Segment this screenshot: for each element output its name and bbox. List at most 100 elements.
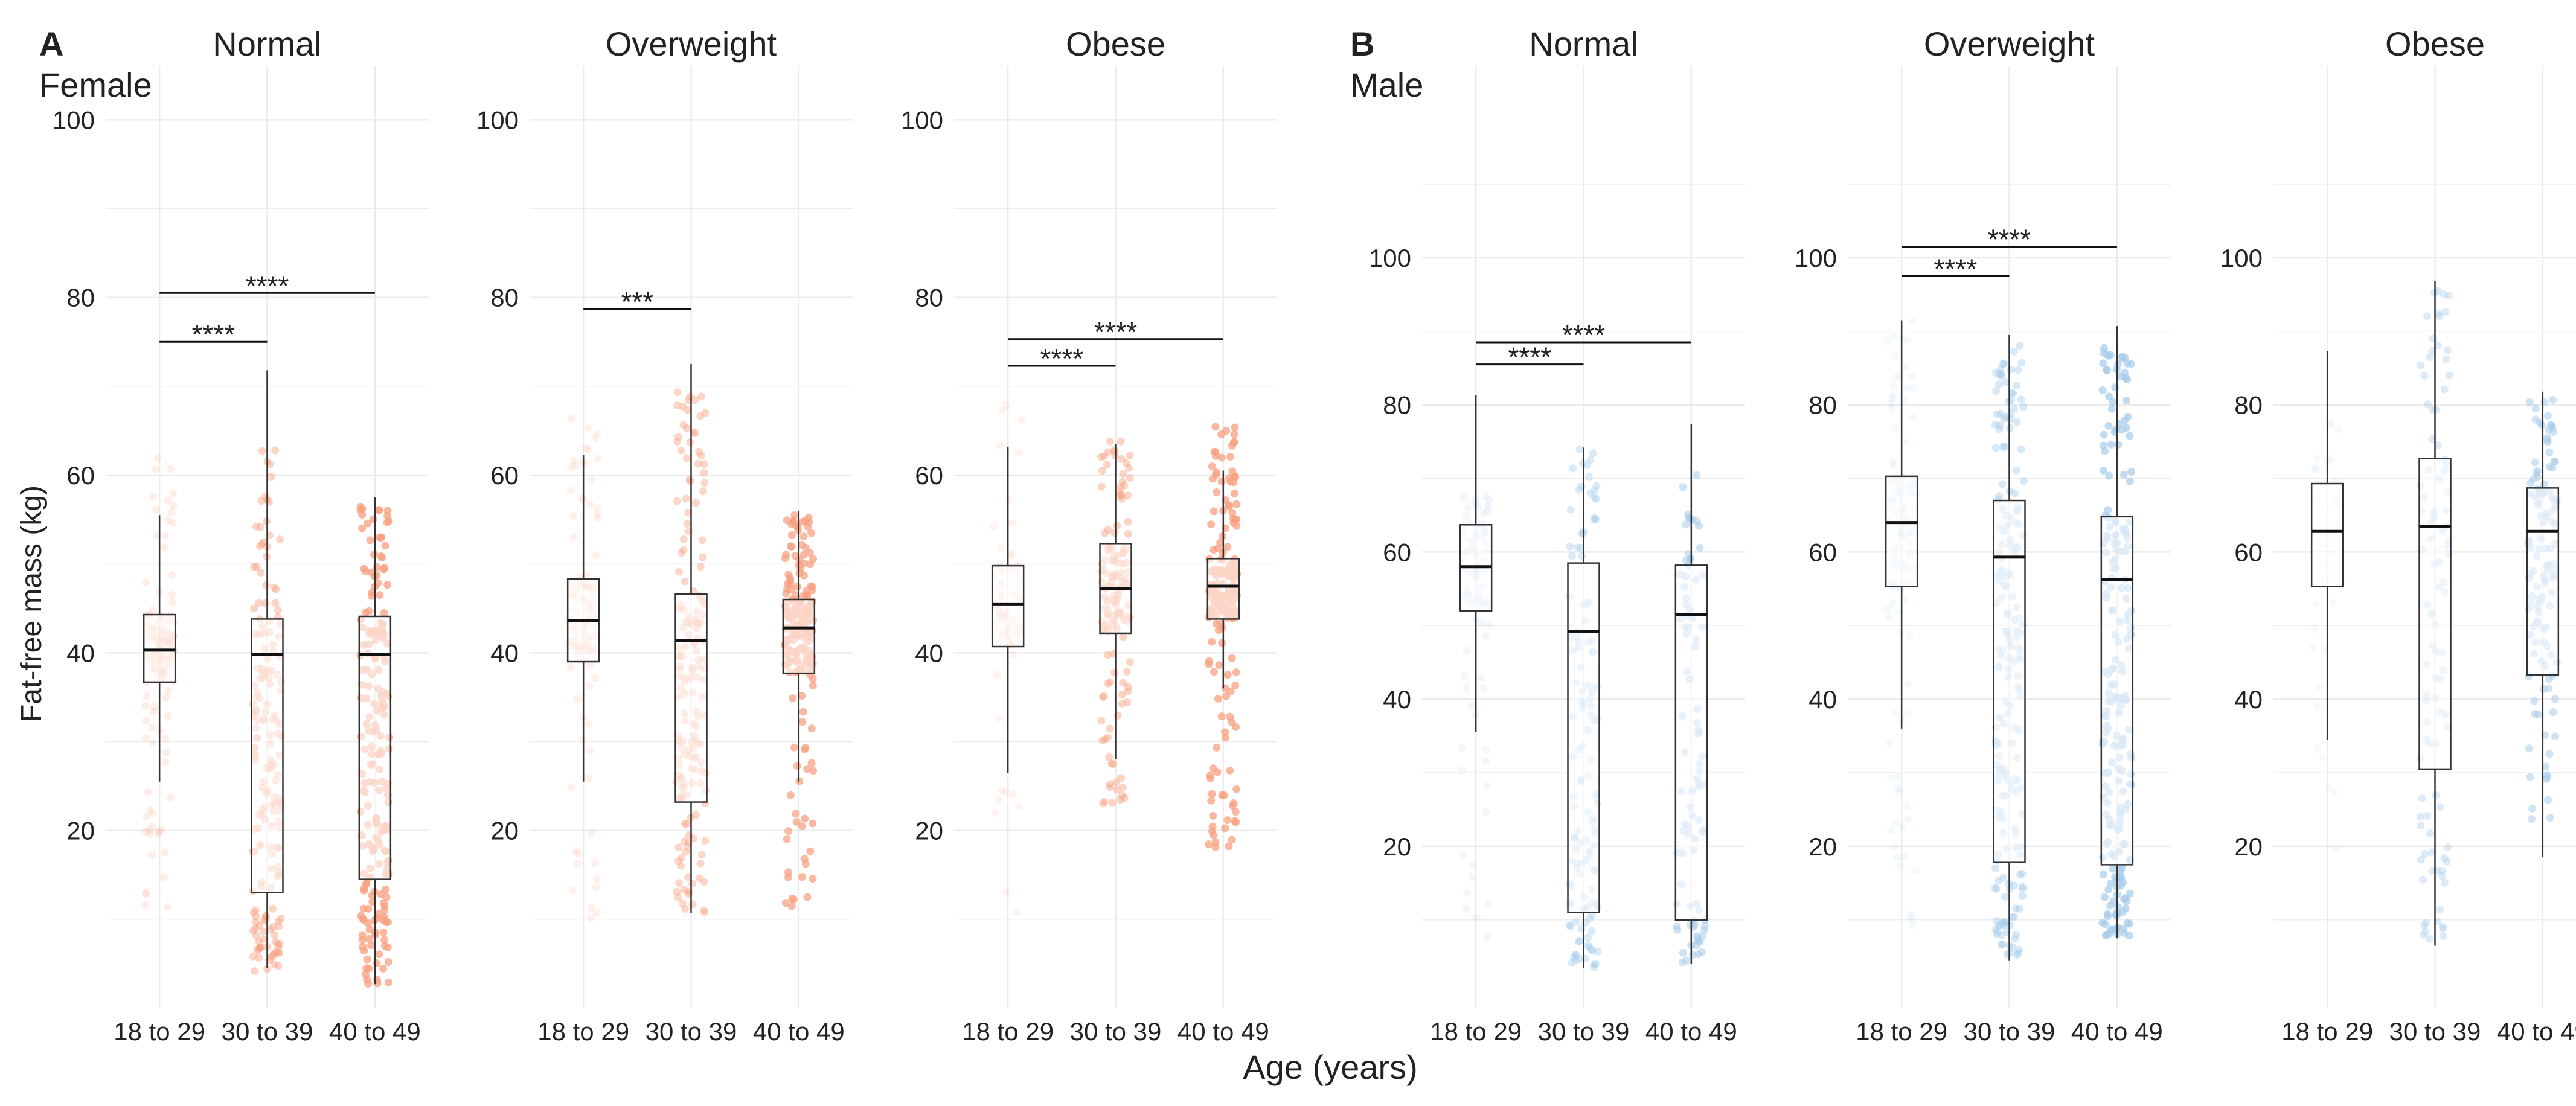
- data-point: [1117, 774, 1126, 782]
- data-point: [782, 551, 790, 559]
- data-point: [2433, 441, 2442, 450]
- data-point: [380, 609, 388, 617]
- data-point: [701, 837, 710, 845]
- data-point: [681, 905, 689, 913]
- data-point: [696, 412, 705, 420]
- data-point: [151, 465, 159, 474]
- data-point: [2099, 870, 2107, 878]
- data-point: [381, 542, 389, 550]
- data-point: [1098, 467, 1106, 475]
- data-point: [1119, 633, 1127, 641]
- data-point: [168, 590, 176, 599]
- data-point: [1213, 488, 1221, 497]
- data-point: [808, 583, 816, 591]
- data-point: [1902, 383, 1911, 392]
- data-point: [993, 670, 1001, 679]
- data-point: [1100, 798, 1109, 806]
- data-point: [2551, 732, 2560, 741]
- data-point: [1575, 937, 1584, 945]
- data-point: [572, 847, 580, 855]
- data-point: [141, 888, 150, 897]
- data-point: [585, 424, 593, 432]
- data-point: [1998, 480, 2007, 488]
- data-point: [1008, 551, 1017, 560]
- data-point: [1482, 808, 1490, 816]
- data-point: [1118, 699, 1126, 708]
- data-point: [2420, 921, 2429, 930]
- data-point: [1996, 421, 2004, 429]
- y-tick-label: 100: [2220, 244, 2263, 272]
- data-point: [141, 702, 150, 710]
- data-point: [1885, 613, 1893, 622]
- x-tick-label: 40 to 49: [2497, 1017, 2576, 1046]
- data-point: [809, 767, 818, 775]
- data-point: [571, 462, 579, 470]
- data-point: [1231, 681, 1240, 689]
- data-point: [791, 591, 799, 599]
- data-point: [2099, 467, 2107, 475]
- data-point: [1693, 471, 1701, 479]
- data-point: [2418, 794, 2426, 802]
- data-point: [1572, 918, 1580, 926]
- data-point: [1009, 651, 1017, 659]
- data-point: [2324, 458, 2333, 466]
- data-point: [684, 873, 692, 881]
- data-point: [1999, 918, 2008, 926]
- data-point: [164, 687, 173, 695]
- data-point: [784, 827, 793, 836]
- data-point: [803, 765, 812, 773]
- data-point: [2126, 477, 2134, 485]
- data-point: [2320, 645, 2328, 654]
- data-point: [252, 932, 260, 940]
- data-point: [1217, 430, 1226, 439]
- data-point: [376, 533, 384, 542]
- data-point: [1572, 956, 1580, 965]
- data-point: [674, 433, 682, 441]
- data-point: [167, 465, 175, 473]
- data-point: [2014, 366, 2022, 374]
- data-point: [1208, 638, 1216, 646]
- data-point: [1231, 817, 1239, 825]
- data-point: [1568, 959, 1576, 967]
- data-point: [275, 948, 283, 957]
- data-point: [369, 515, 377, 523]
- data-point: [380, 902, 389, 910]
- data-point: [161, 532, 169, 540]
- data-point: [2011, 935, 2019, 943]
- data-point: [144, 788, 152, 796]
- data-point: [2113, 903, 2122, 911]
- data-point: [2103, 910, 2112, 918]
- data-point: [1700, 926, 1709, 935]
- data-point: [1902, 802, 1911, 811]
- data-point: [585, 661, 594, 670]
- data-point: [1996, 409, 2005, 418]
- data-point: [1899, 823, 1908, 831]
- data-point: [1995, 369, 2004, 378]
- data-point: [1097, 453, 1106, 461]
- data-point: [152, 506, 161, 514]
- data-point: [1223, 816, 1232, 825]
- data-point: [1116, 491, 1124, 500]
- data-point: [592, 551, 600, 560]
- data-point: [1001, 787, 1010, 796]
- data-point: [161, 758, 170, 767]
- y-tick-label: 40: [915, 639, 943, 667]
- data-point: [2312, 465, 2320, 474]
- data-point: [1693, 935, 1702, 943]
- data-point: [259, 927, 268, 936]
- data-point: [688, 900, 697, 909]
- data-point: [793, 762, 801, 770]
- y-tick-label: 40: [490, 639, 519, 667]
- data-point: [1206, 774, 1215, 782]
- data-point: [1210, 668, 1218, 676]
- x-tick-label: 40 to 49: [753, 1017, 845, 1046]
- data-point: [2007, 411, 2015, 419]
- data-point: [592, 883, 600, 891]
- data-point: [271, 931, 279, 939]
- data-point: [1459, 493, 1468, 502]
- data-point: [1991, 369, 2000, 377]
- data-point: [2019, 477, 2028, 485]
- data-point: [2121, 416, 2129, 424]
- data-point: [2440, 854, 2449, 863]
- data-point: [1118, 478, 1127, 486]
